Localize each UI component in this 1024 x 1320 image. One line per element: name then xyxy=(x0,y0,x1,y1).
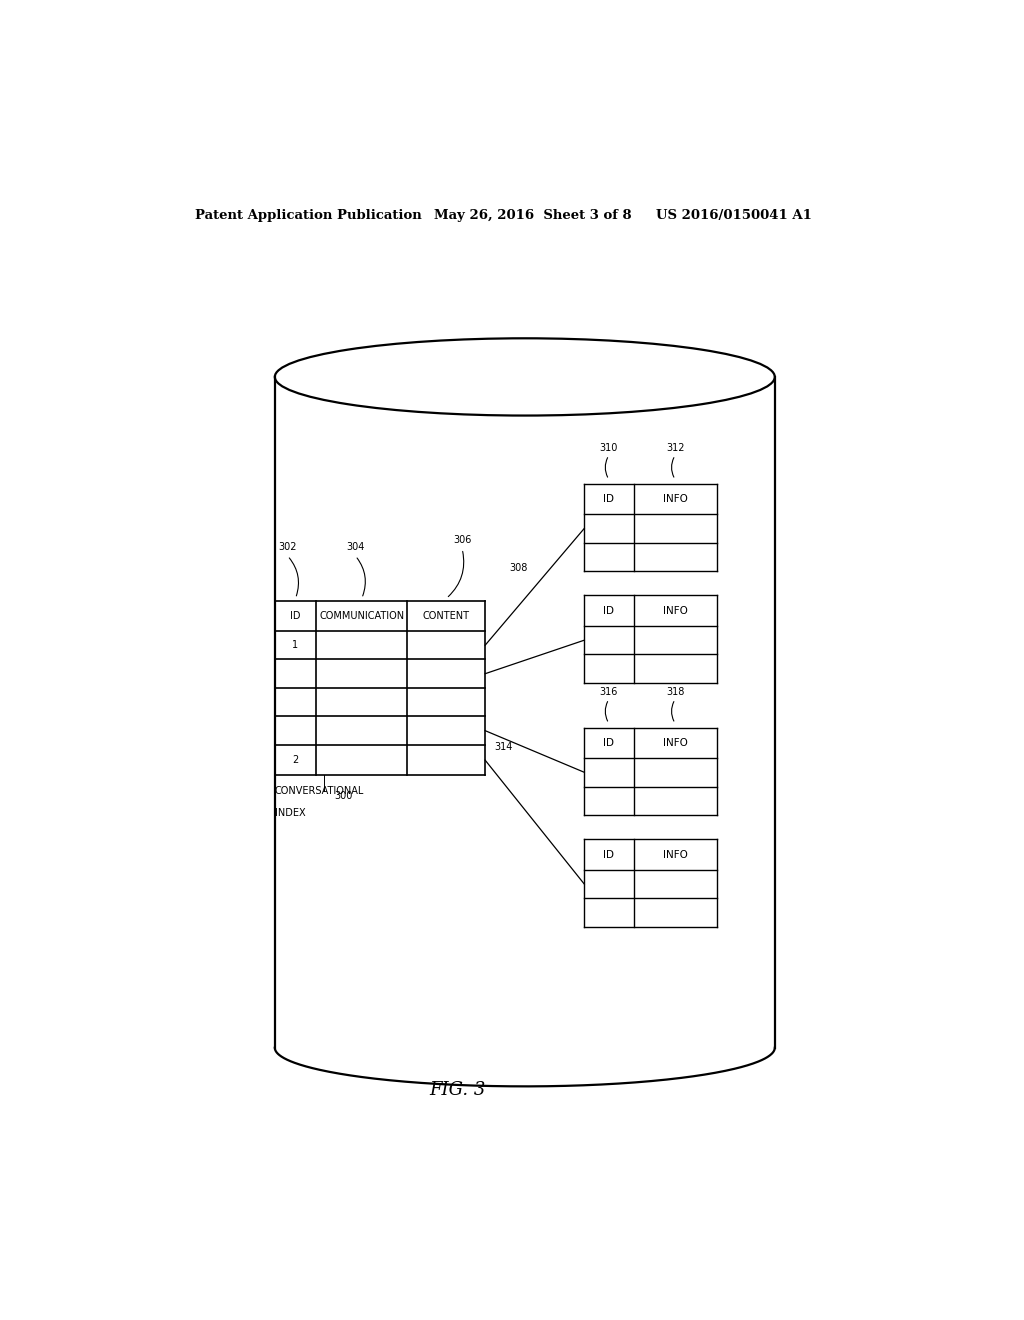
Text: 304: 304 xyxy=(346,541,365,552)
Text: 308: 308 xyxy=(509,562,527,573)
Text: CONVERSATIONAL: CONVERSATIONAL xyxy=(274,785,365,796)
Text: 300: 300 xyxy=(334,791,352,801)
Text: 1: 1 xyxy=(293,640,299,651)
Text: INDEX: INDEX xyxy=(274,808,305,818)
Text: 306: 306 xyxy=(453,535,471,545)
Text: 2: 2 xyxy=(292,755,299,766)
Text: ID: ID xyxy=(603,494,614,504)
Text: ID: ID xyxy=(603,738,614,748)
Text: 314: 314 xyxy=(495,742,513,752)
Text: ID: ID xyxy=(603,850,614,859)
Text: US 2016/0150041 A1: US 2016/0150041 A1 xyxy=(655,209,812,222)
Text: FIG. 3: FIG. 3 xyxy=(429,1081,485,1100)
Text: INFO: INFO xyxy=(663,606,688,615)
Text: INFO: INFO xyxy=(663,850,688,859)
Text: 312: 312 xyxy=(666,444,684,453)
Text: 302: 302 xyxy=(279,541,297,552)
Text: Patent Application Publication: Patent Application Publication xyxy=(196,209,422,222)
Text: ID: ID xyxy=(290,611,301,620)
Text: COMMUNICATION: COMMUNICATION xyxy=(319,611,404,620)
Text: May 26, 2016  Sheet 3 of 8: May 26, 2016 Sheet 3 of 8 xyxy=(433,209,631,222)
Text: INFO: INFO xyxy=(663,738,688,748)
Text: ID: ID xyxy=(603,606,614,615)
Text: 318: 318 xyxy=(666,688,684,697)
Text: 316: 316 xyxy=(600,688,618,697)
Text: INFO: INFO xyxy=(663,494,688,504)
Text: 310: 310 xyxy=(600,444,618,453)
Text: CONTENT: CONTENT xyxy=(423,611,470,620)
